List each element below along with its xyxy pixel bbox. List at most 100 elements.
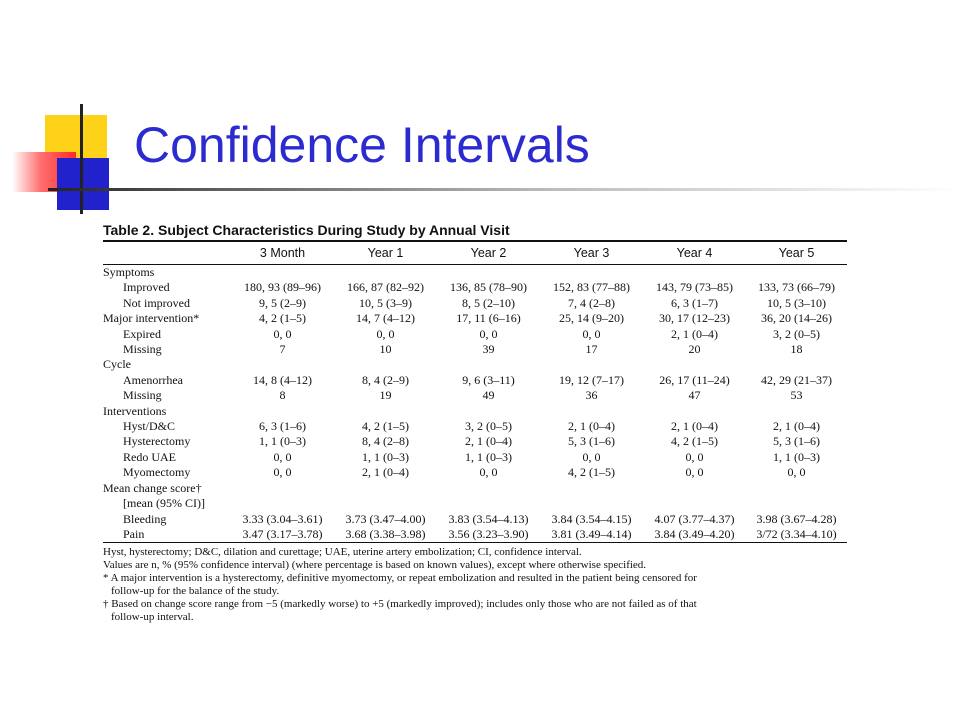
table-cell: 1, 1 (0–3) <box>465 449 512 464</box>
table-cell: 53 <box>790 388 803 403</box>
table-cell: 3.47 (3.17–3.78) <box>242 526 323 541</box>
table-cell: 10, 5 (3–10) <box>767 295 826 310</box>
table-cell: 5, 3 (1–6) <box>568 434 615 449</box>
table-cell: 3.83 (3.54–4.13) <box>448 511 529 526</box>
table-cell <box>437 357 540 372</box>
table-cell <box>334 404 437 419</box>
table-cell: 8, 4 (2–9) <box>362 372 409 387</box>
table-cell: 3.56 (3.23–3.90) <box>448 526 529 541</box>
table-row: Cycle <box>103 357 847 372</box>
table-cell: 8 <box>279 388 286 403</box>
table-bottom-rule <box>103 542 847 544</box>
table-cell: 3, 2 (0–5) <box>773 326 820 341</box>
table-cell: 3.73 (3.47–4.00) <box>345 511 426 526</box>
row-label: Not improved <box>123 295 190 310</box>
table-cell: 8, 4 (2–8) <box>362 434 409 449</box>
table-cell <box>643 404 746 419</box>
table-cell: 4, 2 (1–5) <box>259 311 306 326</box>
table-cell: 6, 3 (1–7) <box>671 295 718 310</box>
table-row: Redo UAE 0, 0 1, 1 (0–3) 1, 1 (0–3) 0, 0 0, 0… <box>103 450 847 465</box>
table-cell: 5, 3 (1–6) <box>773 434 820 449</box>
table-cell <box>231 481 334 496</box>
table-cell: 0, 0 <box>582 326 601 341</box>
row-label: Mean change score† <box>103 480 202 495</box>
table-row: Hyst/D&C 6, 3 (1–6) 4, 2 (1–5) 3, 2 (0–5) 2,… <box>103 419 847 434</box>
table-row: Improved 180, 93 (89–96) 166, 87 (82–92) 13… <box>103 280 847 295</box>
row-label: Improved <box>123 280 170 295</box>
header-rule <box>103 264 847 265</box>
table-cell <box>746 496 847 511</box>
table-row: [mean (95% CI)] <box>103 496 847 511</box>
table-row: Not improved 9, 5 (2–9) 10, 5 (3–9) 8, 5 (2… <box>103 296 847 311</box>
table-cell <box>334 265 437 280</box>
table-cell: 0, 0 <box>273 449 292 464</box>
row-label: Pain <box>123 526 145 541</box>
table-cell: 0, 0 <box>376 326 395 341</box>
table-cell <box>540 404 643 419</box>
table-cell: 25, 14 (9–20) <box>559 311 624 326</box>
table-cell: 30, 17 (12–23) <box>659 311 730 326</box>
table-cell <box>643 357 746 372</box>
row-label: Missing <box>123 342 162 357</box>
table-cell: 17, 11 (6–16) <box>456 311 521 326</box>
table-row: Missing 7 10 39 17 20 18 <box>103 342 847 357</box>
ornament-blue-square <box>57 158 109 210</box>
table-cell: 4, 2 (1–5) <box>568 465 615 480</box>
column-header: Year 2 <box>470 246 507 260</box>
table-cell: 0, 0 <box>479 465 498 480</box>
table-cell: 166, 87 (82–92) <box>347 280 424 295</box>
table-cell <box>231 496 334 511</box>
table-cell: 7 <box>279 342 286 357</box>
table-cell: 143, 79 (73–85) <box>656 280 733 295</box>
table-cell: 152, 83 (77–88) <box>553 280 630 295</box>
table-cell: 3.68 (3.38–3.98) <box>345 526 426 541</box>
row-label: Bleeding <box>123 511 167 526</box>
table-cell: 3.98 (3.67–4.28) <box>756 511 837 526</box>
table-cell: 3/72 (3.34–4.10) <box>756 526 837 541</box>
table-cell: 0, 0 <box>685 449 704 464</box>
footnote-line: † Based on change score range from −5 (m… <box>103 597 697 610</box>
header-row: 3 Month Year 1 Year 2 Year 3 Year 4 Year 5 <box>103 242 847 264</box>
table-cell <box>231 404 334 419</box>
table-cell: 180, 93 (89–96) <box>244 280 321 295</box>
table-row: Symptoms <box>103 265 847 280</box>
table-row: Hysterectomy 1, 1 (0–3) 8, 4 (2–8) 2, 1 (0–… <box>103 434 847 449</box>
table-cell: 2, 1 (0–4) <box>773 419 820 434</box>
table-cell <box>643 265 746 280</box>
table-cell: 14, 7 (4–12) <box>356 311 415 326</box>
table-row: Pain 3.47 (3.17–3.78) 3.68 (3.38–3.98) 3.56… <box>103 527 847 542</box>
table-cell <box>334 496 437 511</box>
table-cell <box>540 481 643 496</box>
footnote-line: Values are n, % (95% confidence interval… <box>103 559 647 572</box>
ornament-vertical-line <box>80 104 83 214</box>
table-cell: 2, 1 (0–4) <box>671 326 718 341</box>
table-cell: 2, 1 (0–4) <box>362 465 409 480</box>
table-cell <box>437 404 540 419</box>
table-cell: 36 <box>585 388 598 403</box>
column-header: Year 1 <box>367 246 404 260</box>
table-top-rule <box>103 240 847 242</box>
table-cell <box>540 357 643 372</box>
data-table: 3 Month Year 1 Year 2 Year 3 Year 4 Year 5 Sy… <box>103 242 847 542</box>
table-cell <box>231 265 334 280</box>
footnote-line: follow-up interval. <box>111 610 194 623</box>
column-header: Year 4 <box>676 246 713 260</box>
table-cell: 2, 1 (0–4) <box>568 419 615 434</box>
table-cell: 136, 85 (78–90) <box>450 280 527 295</box>
table-row: Bleeding 3.33 (3.04–3.61) 3.73 (3.47–4.00)… <box>103 512 847 527</box>
table-cell: 2, 1 (0–4) <box>465 434 512 449</box>
column-header: Year 5 <box>778 246 815 260</box>
table-cell <box>746 357 847 372</box>
row-label: Symptoms <box>103 265 155 279</box>
table-cell: 0, 0 <box>479 326 498 341</box>
table-cell: 3.33 (3.04–3.61) <box>242 511 323 526</box>
table-cell: 6, 3 (1–6) <box>259 419 306 434</box>
table-cell: 7, 4 (2–8) <box>568 295 615 310</box>
table-body: Symptoms Improved 180, 93 (89–96) 166, 87 (… <box>103 265 847 542</box>
table-cell <box>231 357 334 372</box>
table-cell: 9, 6 (3–11) <box>462 372 515 387</box>
row-label: [mean (95% CI)] <box>123 496 205 511</box>
table-cell: 3.84 (3.54–4.15) <box>551 511 632 526</box>
table-cell <box>746 481 847 496</box>
table-cell: 17 <box>585 342 598 357</box>
